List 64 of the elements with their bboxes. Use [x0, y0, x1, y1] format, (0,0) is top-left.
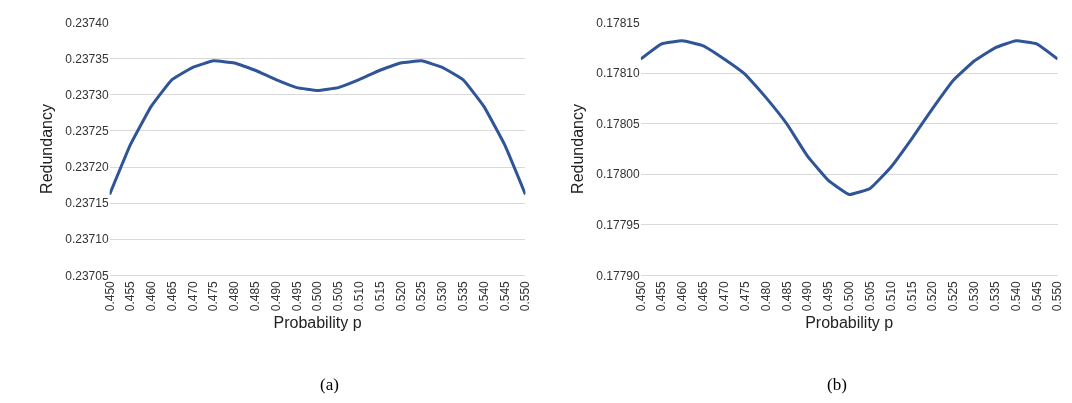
x-tick-label: 0.480	[758, 280, 773, 312]
x-tick-label: 0.540	[476, 280, 491, 312]
x-tick-label: 0.465	[696, 280, 711, 312]
x-tick-label: 0.510	[883, 280, 898, 312]
x-tick-label: 0.470	[717, 280, 732, 312]
y-tick-label: 0.23740	[65, 15, 109, 30]
y-axis-title: Redundancy	[569, 104, 587, 194]
x-axis-title: Probability p	[273, 313, 362, 331]
x-tick-label: 0.460	[144, 280, 159, 312]
x-tick-label: 0.485	[779, 280, 794, 312]
y-tick-label: 0.17810	[596, 66, 641, 81]
x-tick-label: 0.525	[414, 280, 429, 312]
y-tick-label: 0.17795	[596, 218, 641, 233]
x-tick-label: 0.530	[435, 280, 450, 312]
x-tick-label: 0.535	[455, 280, 470, 312]
x-tick-label: 0.485	[248, 280, 263, 312]
text: (a)	[320, 375, 339, 394]
x-tick-label: 0.520	[925, 280, 940, 312]
line-series	[109, 59, 526, 196]
x-tick-label: 0.490	[800, 280, 815, 312]
y-tick-label: 0.23730	[65, 88, 109, 102]
x-tick-label: 0.450	[102, 280, 117, 312]
x-tick-label: 0.475	[737, 280, 752, 312]
y-tick-label: 0.23715	[65, 196, 109, 211]
x-tick-label: 0.455	[123, 280, 138, 312]
x-tick-label: 0.490	[268, 280, 283, 312]
x-tick-label: 0.525	[946, 280, 961, 312]
x-tick-label: 0.470	[185, 280, 200, 312]
x-tick-label: 0.545	[1029, 280, 1044, 312]
x-tick-label: 0.505	[331, 280, 346, 312]
x-tick-label: 0.500	[842, 280, 857, 312]
x-tick-label: 0.455	[654, 280, 669, 312]
x-tick-label: 0.495	[821, 280, 836, 312]
y-tick-label: 0.23720	[65, 160, 109, 175]
x-tick-label: 0.500	[310, 280, 325, 312]
x-tick-label: 0.505	[862, 280, 877, 312]
x-tick-label: 0.475	[206, 280, 221, 312]
x-tick-label: 0.550	[1050, 280, 1065, 312]
y-tick-label: 0.17805	[596, 116, 641, 131]
x-axis-title: Probability p	[805, 313, 894, 331]
x-tick-label: 0.510	[352, 280, 367, 312]
y-tick-label: 0.17815	[596, 15, 641, 30]
x-tick-label: 0.530	[967, 280, 982, 312]
y-tick-label: 0.23705	[65, 268, 109, 283]
x-tick-label: 0.450	[633, 280, 648, 312]
x-tick-label: 0.550	[518, 280, 533, 312]
line-series	[640, 39, 1058, 196]
y-axis-title: Redundancy	[38, 104, 56, 194]
x-tick-label: 0.480	[227, 280, 242, 312]
y-tick-label: 0.23735	[65, 51, 109, 66]
x-tick-label: 0.540	[1008, 280, 1023, 312]
x-tick-label: 0.515	[372, 280, 387, 312]
y-tick-label: 0.23725	[65, 124, 109, 139]
x-tick-label: 0.545	[497, 280, 512, 312]
text: (b)	[827, 375, 847, 394]
x-tick-label: 0.465	[164, 280, 179, 312]
x-tick-label: 0.515	[904, 280, 919, 312]
x-tick-label: 0.495	[289, 280, 304, 312]
y-tick-label: 0.17790	[596, 268, 641, 283]
y-tick-label: 0.17800	[596, 167, 641, 182]
x-tick-label: 0.460	[675, 280, 690, 312]
y-tick-label: 0.23710	[65, 232, 109, 247]
x-tick-label: 0.520	[393, 280, 408, 312]
x-tick-label: 0.535	[987, 280, 1002, 312]
